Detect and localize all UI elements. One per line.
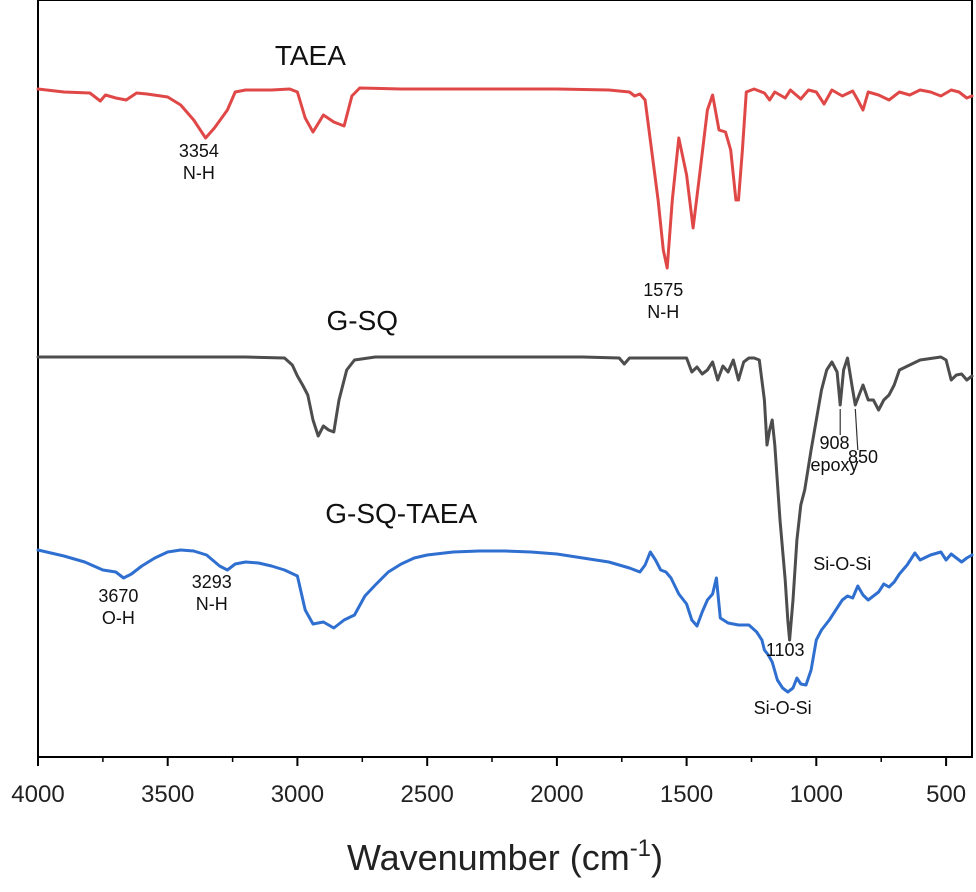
x-axis-label: Wavenumber (cm-1) bbox=[347, 835, 663, 878]
peak-annotation-line: O-H bbox=[102, 608, 135, 628]
peak-annotation: 3293 N-H bbox=[192, 572, 232, 614]
peak-annotation: Si-O-Si bbox=[754, 698, 812, 718]
peak-annotation: 3354 N-H bbox=[179, 141, 219, 183]
peak-annotation-line: 1575 bbox=[643, 280, 683, 300]
peak-annotation-line: 850 bbox=[848, 447, 878, 467]
x-tick-label: 1500 bbox=[660, 781, 713, 808]
series-layer bbox=[36, 86, 974, 694]
x-tick-label: 2000 bbox=[530, 781, 583, 808]
x-tick-label: 2500 bbox=[401, 781, 454, 808]
series-line-taea bbox=[36, 86, 974, 270]
peak-annotation-line: 908 bbox=[819, 433, 849, 453]
peak-annotation-line: N-H bbox=[196, 594, 228, 614]
x-axis-label-text: Wavenumber (cm bbox=[347, 837, 630, 878]
x-axis-label-superscript: -1 bbox=[630, 835, 651, 862]
peak-annotation: 3670 O-H bbox=[98, 586, 138, 628]
plot-frame bbox=[37, 0, 973, 758]
peak-annotation-line: 1103 bbox=[766, 640, 805, 660]
x-tick-label: 3000 bbox=[271, 781, 324, 808]
peak-annotation: 1103 bbox=[766, 640, 805, 660]
annotation-leaders bbox=[839, 408, 859, 451]
x-tick-label: 4000 bbox=[11, 781, 64, 808]
series-label-taea: TAEA bbox=[275, 40, 346, 71]
series-label-g-sq-taea: G-SQ-TAEA bbox=[325, 498, 477, 529]
peak-annotation: 1575 N-H bbox=[643, 280, 683, 322]
peak-annotation-line: N-H bbox=[183, 163, 215, 183]
series-line-g-sq-taea bbox=[36, 548, 974, 694]
peak-annotation-line: 3670 bbox=[98, 586, 138, 606]
series-line-g-sq bbox=[36, 355, 974, 642]
x-tick-label: 1000 bbox=[790, 781, 843, 808]
peak-annotation-line: 3293 bbox=[192, 572, 232, 592]
series-labels: TAEA G-SQ G-SQ-TAEA bbox=[275, 40, 478, 529]
series-label-g-sq: G-SQ bbox=[327, 305, 399, 336]
x-axis-label-close: ) bbox=[651, 837, 663, 878]
peak-annotation-line: N-H bbox=[647, 302, 679, 322]
peak-annotation: 908 epoxy bbox=[810, 433, 858, 475]
peak-annotation-line: epoxy bbox=[810, 455, 858, 475]
peak-annotation: Si-O-Si bbox=[813, 554, 871, 574]
peak-annotation-line: Si-O-Si bbox=[813, 554, 871, 574]
x-tick-label: 3500 bbox=[141, 781, 194, 808]
peak-annotation: 850 bbox=[848, 447, 878, 467]
x-tick-label: 500 bbox=[926, 781, 966, 808]
peak-annotation-line: 3354 bbox=[179, 141, 219, 161]
peak-annotation-line: Si-O-Si bbox=[754, 698, 812, 718]
x-axis-ticks: 4000 3500 3000 2500 2000 1500 1000 500 bbox=[11, 757, 966, 808]
annotation-leader-line bbox=[854, 408, 859, 451]
